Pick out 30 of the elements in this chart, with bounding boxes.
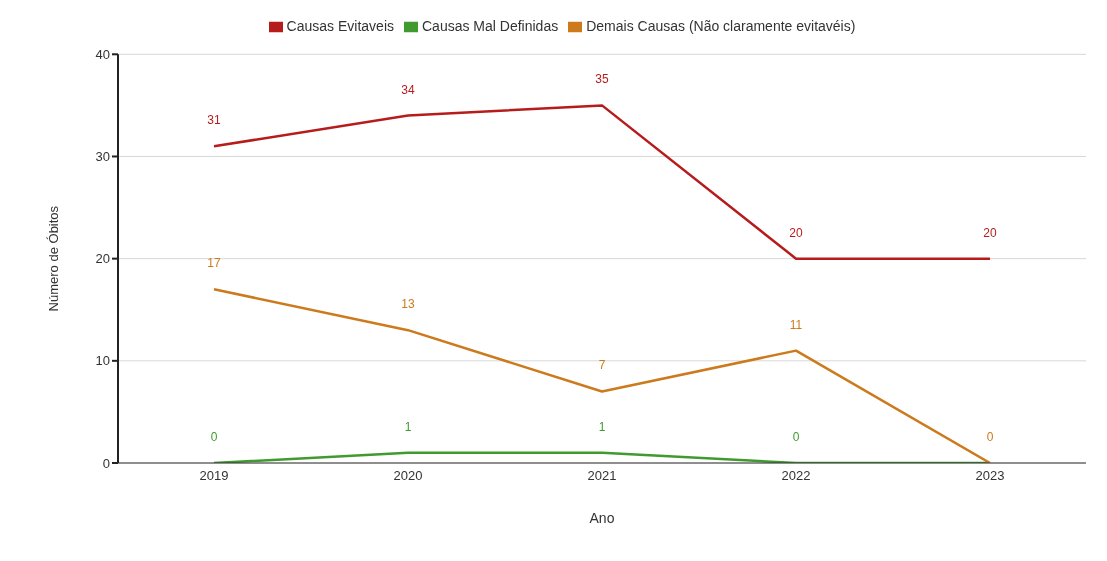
x-tick-label: 2023 [975,468,1005,484]
y-tick-label: 10 [95,353,110,369]
x-tick-label: 2020 [393,468,423,484]
data-label: 20 [983,225,997,240]
data-label: 35 [595,72,609,87]
data-label: 0 [210,430,218,444]
y-tick-label: 30 [95,149,110,165]
data-label: 34 [401,82,415,97]
data-label: 7 [598,358,606,373]
data-label: 31 [207,113,221,128]
data-label: 11 [789,317,803,332]
legend-label: Causas Evitaveis [286,18,394,34]
x-tick-label: 2022 [781,468,811,484]
data-label: 0 [986,430,994,444]
legend-label: Causas Mal Definidas [422,18,559,34]
data-label: 1 [404,419,412,434]
x-tick-label: 2021 [587,468,617,484]
data-label: 17 [207,256,221,271]
line-series [212,288,992,463]
data-label: 0 [792,430,800,444]
data-label: 1 [598,419,606,434]
y-tick-label: 40 [95,46,110,62]
legend-label: Demais Causas (Não claramente evitavéis) [586,18,856,34]
y-tick-label: 20 [95,251,110,267]
y-axis-title: Número de Óbitos [45,205,61,312]
x-tick-label: 2019 [199,468,229,484]
y-tick-label: 0 [102,455,110,471]
x-axis-title: Ano [589,510,615,526]
data-label: 13 [401,297,415,312]
data-label: 20 [789,225,803,240]
